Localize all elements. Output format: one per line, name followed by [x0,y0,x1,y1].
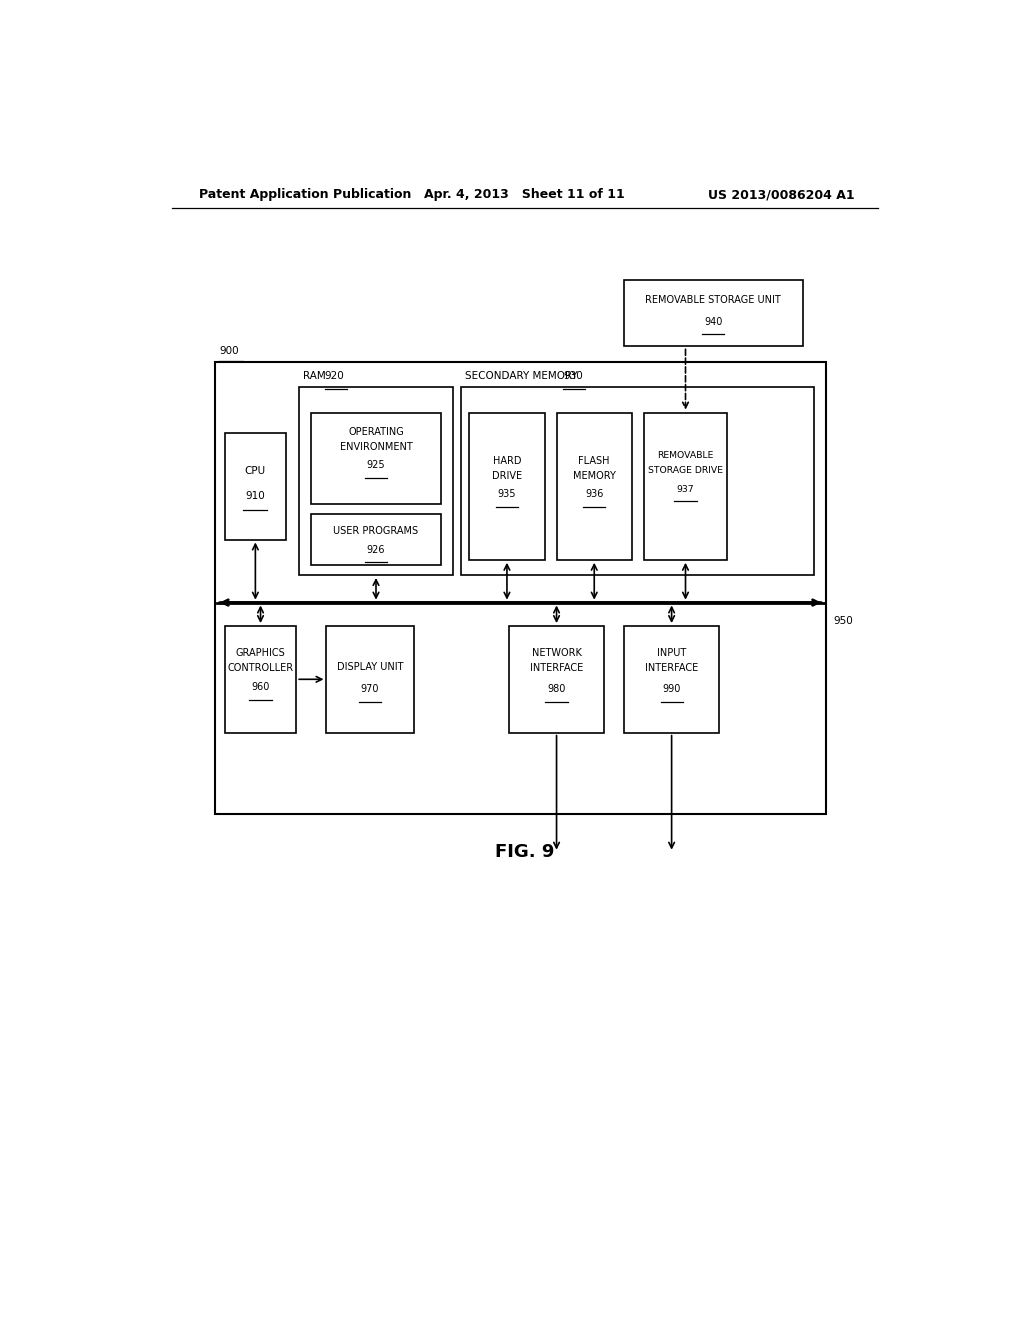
Text: FIG. 9: FIG. 9 [496,842,554,861]
Text: 920: 920 [325,371,344,381]
FancyBboxPatch shape [557,412,632,560]
Text: 970: 970 [360,685,379,694]
Text: ENVIRONMENT: ENVIRONMENT [340,442,413,451]
FancyBboxPatch shape [509,626,604,733]
Text: DISPLAY UNIT: DISPLAY UNIT [337,663,403,672]
FancyBboxPatch shape [215,362,826,814]
Text: NETWORK: NETWORK [531,648,582,657]
Text: 930: 930 [563,371,583,381]
Text: REMOVABLE: REMOVABLE [657,451,714,461]
FancyBboxPatch shape [624,626,719,733]
Text: REMOVABLE STORAGE UNIT: REMOVABLE STORAGE UNIT [645,296,781,305]
Text: 990: 990 [663,685,681,694]
Text: RAM: RAM [303,371,326,381]
Text: FLASH: FLASH [579,455,610,466]
Text: INTERFACE: INTERFACE [529,663,584,673]
Text: Patent Application Publication: Patent Application Publication [200,189,412,202]
Text: GRAPHICS: GRAPHICS [236,648,286,657]
Text: 925: 925 [367,461,385,470]
Text: 935: 935 [498,490,516,499]
Text: STORAGE DRIVE: STORAGE DRIVE [648,466,723,475]
FancyBboxPatch shape [644,412,727,560]
FancyBboxPatch shape [225,626,296,733]
FancyBboxPatch shape [225,433,286,540]
FancyBboxPatch shape [461,387,814,576]
FancyBboxPatch shape [327,626,414,733]
Text: 960: 960 [251,682,269,693]
Text: MEMORY: MEMORY [572,471,615,480]
Text: CPU: CPU [245,466,266,477]
Text: 910: 910 [246,491,265,502]
Text: 950: 950 [834,616,853,626]
Text: 937: 937 [677,484,694,494]
Text: USER PROGRAMS: USER PROGRAMS [334,527,419,536]
Text: 936: 936 [585,490,603,499]
FancyBboxPatch shape [310,515,441,565]
Text: 926: 926 [367,545,385,554]
Text: 900: 900 [219,346,239,355]
Text: HARD: HARD [493,455,521,466]
Text: OPERATING: OPERATING [348,426,403,437]
FancyBboxPatch shape [624,280,803,346]
Text: 940: 940 [705,317,723,326]
Text: SECONDARY MEMORY: SECONDARY MEMORY [465,371,578,381]
Text: DRIVE: DRIVE [492,471,522,480]
Text: US 2013/0086204 A1: US 2013/0086204 A1 [708,189,854,202]
Text: INTERFACE: INTERFACE [645,663,698,673]
FancyBboxPatch shape [299,387,454,576]
FancyBboxPatch shape [310,412,441,504]
Text: Apr. 4, 2013   Sheet 11 of 11: Apr. 4, 2013 Sheet 11 of 11 [424,189,626,202]
Text: INPUT: INPUT [657,648,686,657]
Text: CONTROLLER: CONTROLLER [227,663,294,673]
FancyBboxPatch shape [469,412,545,560]
Text: 980: 980 [548,685,565,694]
